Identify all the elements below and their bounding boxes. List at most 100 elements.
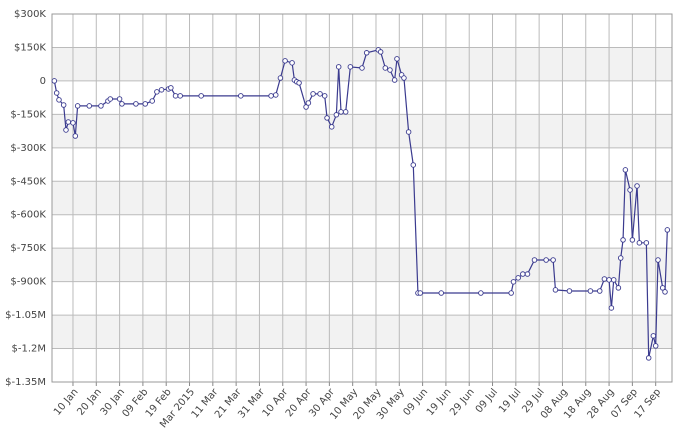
x-tick-label: 19 Jul [497,387,523,415]
marker [149,98,155,104]
marker [142,101,148,107]
marker [610,277,617,283]
marker [305,100,312,106]
marker [387,67,393,73]
y-tick-label: $-600K [10,210,46,221]
marker [629,237,636,243]
plot-frame [51,13,673,383]
marker [515,275,521,281]
marker [347,64,354,70]
marker [622,167,629,173]
x-tick-label: 10 Jan [52,387,81,418]
marker [268,93,274,99]
marker [198,93,204,99]
grid-band [52,181,672,215]
marker [338,109,344,115]
marker [550,257,556,263]
marker [60,102,67,108]
marker [70,120,76,126]
marker [543,257,549,263]
x-tick-label: 20 Jan [75,387,104,418]
marker [303,104,309,110]
x-tick-label: 09 Jun [402,387,431,418]
marker [510,279,517,285]
marker [659,285,666,291]
marker [273,92,279,98]
line [53,49,668,359]
marker [56,97,62,103]
y-tick-label: $-1.2M [11,344,46,355]
marker [627,187,633,193]
marker [566,288,573,294]
marker [601,276,608,282]
y-tick-label: $-1.05M [5,310,46,321]
marker [282,58,288,64]
marker [478,290,484,296]
marker [172,93,179,99]
marker [531,257,538,263]
marker [615,285,622,291]
y-tick-label: $300K [14,9,46,20]
marker [51,78,58,84]
marker [107,96,114,102]
y-tick-label: $-900K [10,277,46,288]
marker [363,50,370,56]
marker [606,277,612,283]
marker [333,112,340,118]
marker [289,60,295,66]
y-tick-label: $-750K [10,243,46,254]
marker [524,271,531,277]
marker [72,133,79,139]
marker [552,287,559,293]
marker [74,103,81,109]
marker [168,85,174,91]
marker [520,271,526,277]
marker [596,288,603,294]
marker [342,109,349,115]
y-tick-label: $150K [14,42,46,53]
marker [86,103,93,109]
marker [177,93,183,99]
marker [634,183,640,189]
marker [382,65,389,71]
y-tick-label: $-300K [10,143,46,154]
marker [394,56,400,62]
marker [655,257,661,263]
marker [391,77,398,83]
marker [238,93,244,99]
y-tick-label: $-450K [10,176,46,187]
marker [158,87,165,93]
grid-band [52,315,672,349]
x-tick-label: 29 Jun [448,387,477,418]
marker [359,65,365,71]
marker [119,101,125,107]
x-tick-label: 09 Jul [474,387,500,415]
marker [587,288,594,294]
marker [662,289,668,295]
marker [98,103,104,109]
x-tick-label: 19 Jun [425,387,454,418]
marker [664,227,671,233]
marker [652,343,659,349]
marker [277,75,284,81]
y-tick-label: $-1.35M [5,377,46,388]
marker [63,127,69,133]
marker [154,89,160,95]
marker [317,91,323,97]
grid-band [52,248,672,282]
marker [310,91,316,97]
marker [410,162,417,168]
marker [328,124,335,130]
marker [643,240,650,246]
marker [650,333,657,339]
marker [65,119,72,125]
marker [636,240,643,246]
marker [321,93,328,99]
marker [438,290,444,296]
y-tick-label: $-150K [10,109,46,120]
marker [617,255,624,261]
marker [608,305,615,311]
marker [377,49,384,55]
marker [401,75,407,81]
